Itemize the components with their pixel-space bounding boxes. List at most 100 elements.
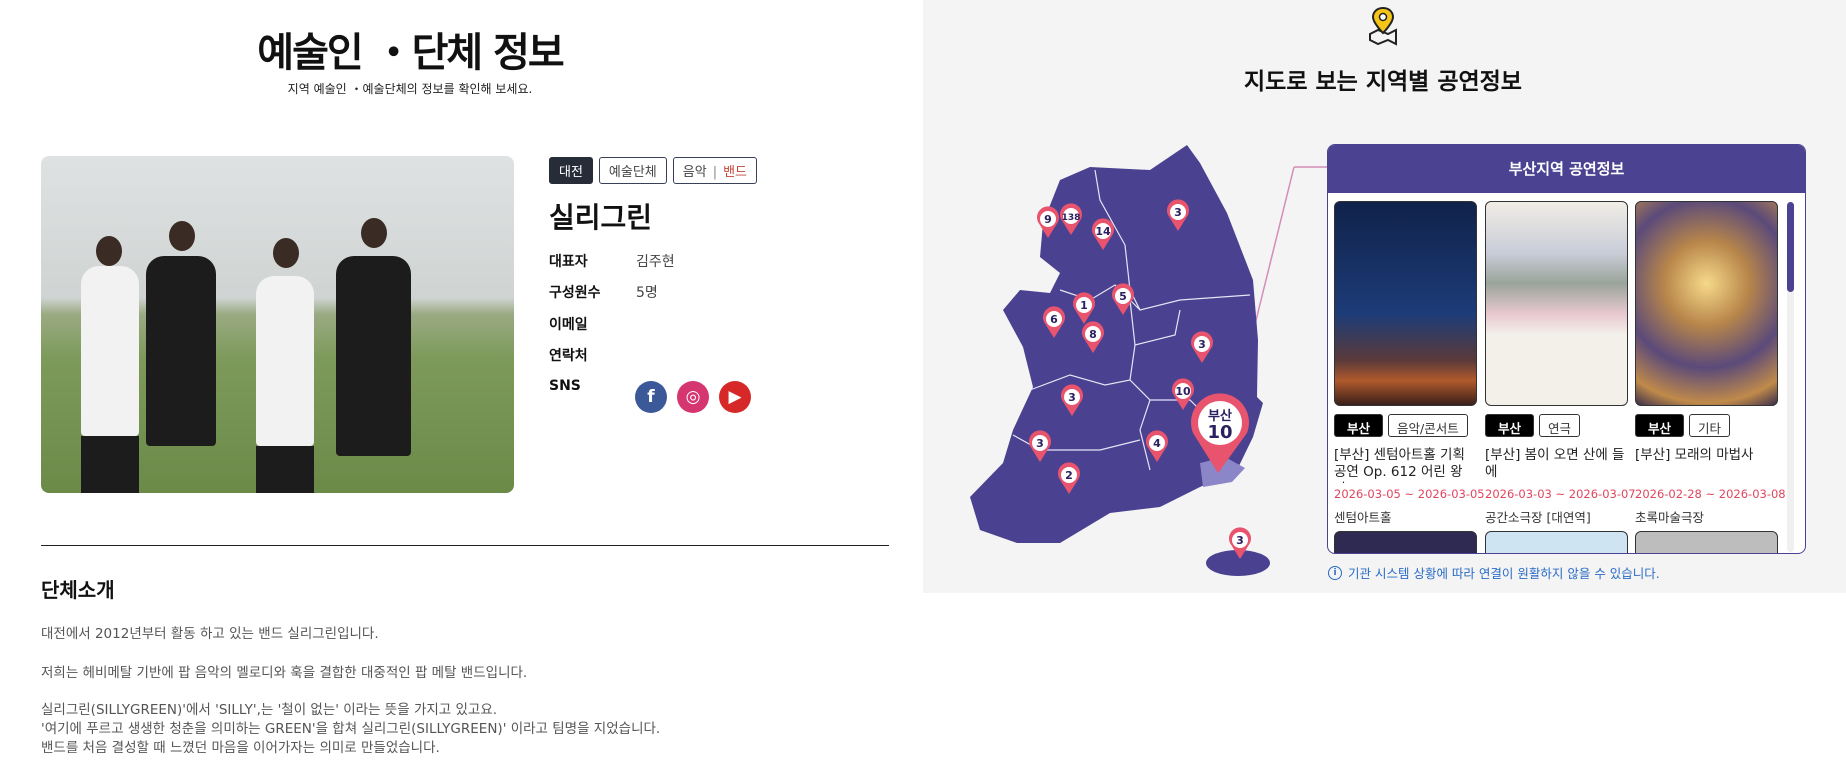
region-performance-panel: 부산지역 공연정보 부산 음악/콘서트 [부산] 센텀아트홀 기획공연 Op. 6… xyxy=(1327,144,1806,554)
card-dates: 2026-03-05 ~ 2026-03-05 xyxy=(1334,487,1485,501)
region-tag: 대전 xyxy=(549,157,593,184)
page-title: 예술인 ・단체 정보 xyxy=(257,30,564,76)
marker-count: 3 xyxy=(1198,338,1206,351)
card-dates: 2026-02-28 ~ 2026-03-08 xyxy=(1635,487,1786,501)
marker-count: 3 xyxy=(1174,206,1182,219)
category-tag: 연극 xyxy=(1539,414,1581,437)
category-tag: 음악/콘서트 xyxy=(1388,414,1468,437)
card-title[interactable]: [부산] 봄이 오면 산에 들에 xyxy=(1485,447,1625,480)
field-label: 대표자 xyxy=(549,254,588,270)
marker-count: 3 xyxy=(1068,391,1076,404)
intro-paragraph: 밴드를 처음 결성할 때 느꼈던 마음을 이어가자는 의미로 만들었습니다. xyxy=(41,740,440,756)
card-dates: 2026-03-03 ~ 2026-03-07 xyxy=(1485,487,1636,501)
field-members: 구성원수 5명 xyxy=(549,282,658,302)
marker-count: 9 xyxy=(1044,213,1052,226)
page-subtitle: 지역 예술인 ・예술단체의 정보를 확인해 보세요. xyxy=(287,82,533,96)
card-title[interactable]: [부산] 모래의 마법사 xyxy=(1635,447,1754,463)
region-tag: 부산 xyxy=(1635,414,1685,437)
group-name: 실리그린 xyxy=(549,201,653,234)
map-marker[interactable]: 5 xyxy=(1112,283,1134,315)
marker-count: 138 xyxy=(1062,213,1081,223)
category-tag: 기타 xyxy=(1689,414,1731,437)
map-marker[interactable]: 3 xyxy=(1061,384,1083,416)
genre-tag: 음악 | 밴드 xyxy=(672,157,757,184)
marker-count: 5 xyxy=(1119,290,1127,303)
map-marker[interactable]: 3 xyxy=(1229,527,1251,559)
intro-paragraph: 대전에서 2012년부터 활동 하고 있는 밴드 실리그린입니다. xyxy=(41,626,379,642)
marker-count: 8 xyxy=(1089,328,1097,341)
field-representative: 대표자 김주현 xyxy=(549,251,675,271)
marker-count: 6 xyxy=(1050,313,1058,326)
busan-region[interactable] xyxy=(1200,457,1245,487)
map-marker[interactable]: 2 xyxy=(1058,462,1080,494)
performance-card[interactable]: 부산 연극 [부산] 봄이 오면 산에 들에 2026-03-03 ~ 2026-… xyxy=(1485,201,1636,526)
card-venue: 공간소극장 [대연역] xyxy=(1485,510,1591,525)
field-sns: SNS xyxy=(549,378,581,394)
genre-label: 음악 xyxy=(682,165,707,180)
card-venue: 초록마술극장 xyxy=(1635,510,1705,525)
facebook-icon[interactable]: f xyxy=(635,381,667,413)
map-marker[interactable]: 3 xyxy=(1191,331,1213,363)
poster-image xyxy=(1485,531,1628,553)
intro-paragraph: 저희는 헤비메탈 기반에 팝 음악의 멜로디와 훅을 결합한 대중적인 팝 메탈… xyxy=(41,665,528,681)
map-marker[interactable]: 138 xyxy=(1060,203,1082,235)
field-email: 이메일 xyxy=(549,314,588,334)
sns-links: f ◎ ▶ xyxy=(635,381,751,413)
poster-image xyxy=(1635,201,1778,406)
marker-count: 3 xyxy=(1036,437,1044,450)
group-photo xyxy=(41,156,514,493)
field-label: 연락처 xyxy=(549,348,588,364)
intro-paragraph: '여기에 푸르고 생생한 청춘을 의미하는 GREEN'을 합쳐 실리그린(SI… xyxy=(41,721,661,737)
intro-paragraph: 실리그린(SILLYGREEN)'에서 'SILLY',는 '철이 없는' 이라… xyxy=(41,702,498,718)
type-tag: 예술단체 xyxy=(598,157,667,184)
youtube-icon[interactable]: ▶ xyxy=(719,381,751,413)
instagram-icon[interactable]: ◎ xyxy=(677,381,709,413)
map-marker[interactable]: 3 xyxy=(1029,430,1051,462)
marker-count: 4 xyxy=(1153,437,1161,450)
poster-image xyxy=(1334,201,1477,406)
map-marker[interactable]: 6 xyxy=(1043,306,1065,338)
divider xyxy=(41,545,889,546)
marker-count: 1 xyxy=(1080,299,1088,312)
marker-count: 10 xyxy=(1175,385,1191,398)
region-tag: 부산 xyxy=(1334,414,1384,437)
marker-count: 2 xyxy=(1065,469,1073,482)
scrollbar-thumb[interactable] xyxy=(1787,202,1794,292)
info-icon: i xyxy=(1328,565,1342,580)
notice: i 기관 시스템 상황에 따라 연결이 원활하지 않을 수 있습니다. xyxy=(1328,563,1660,582)
performance-card[interactable]: 부산 기타 [부산] 모래의 마법사 2026-02-28 ~ 2026-03-0… xyxy=(1635,201,1786,526)
field-value: 김주현 xyxy=(636,254,675,270)
selected-region: 부산 xyxy=(1208,408,1232,424)
marker-count: 14 xyxy=(1095,225,1111,238)
map-marker[interactable]: 10 xyxy=(1172,378,1194,410)
selected-count: 10 xyxy=(1207,422,1232,443)
map-marker[interactable]: 3 xyxy=(1166,199,1189,231)
jeju-shape xyxy=(1206,550,1270,576)
tag-list: 대전 예술단체 음악 | 밴드 xyxy=(549,157,757,184)
field-phone: 연락처 xyxy=(549,345,588,365)
map-marker[interactable]: 1 xyxy=(1073,292,1095,324)
panel-title: 부산지역 공연정보 xyxy=(1328,145,1805,193)
scrollbar[interactable] xyxy=(1787,202,1794,552)
poster-image xyxy=(1635,531,1778,553)
map-marker[interactable]: 14 xyxy=(1092,218,1114,250)
poster-image xyxy=(1485,201,1628,406)
field-label: 구성원수 xyxy=(549,285,601,301)
map-marker[interactable]: 8 xyxy=(1082,321,1104,353)
map-pin-icon xyxy=(1369,6,1397,46)
field-label: 이메일 xyxy=(549,317,588,333)
map-marker[interactable]: 4 xyxy=(1146,430,1168,462)
subgenre-label: 밴드 xyxy=(723,165,747,180)
poster-image xyxy=(1334,531,1477,553)
intro-title: 단체소개 xyxy=(41,578,115,602)
map-title: 지도로 보는 지역별 공연정보 xyxy=(1244,69,1522,95)
notice-text: 기관 시스템 상황에 따라 연결이 원활하지 않을 수 있습니다. xyxy=(1348,566,1660,581)
map-marker[interactable]: 9 xyxy=(1037,206,1059,238)
region-tag: 부산 xyxy=(1485,414,1535,437)
field-label: SNS xyxy=(549,378,581,394)
card-title[interactable]: [부산] 센텀아트홀 기획공연 Op. 612 어린 왕자... xyxy=(1334,447,1465,483)
card-venue: 센텀아트홀 xyxy=(1334,510,1392,525)
